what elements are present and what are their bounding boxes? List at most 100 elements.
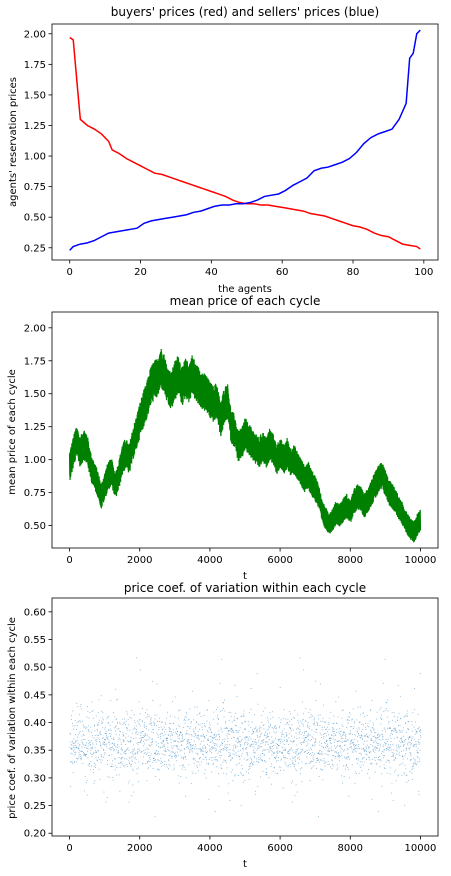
chart-3-point	[224, 744, 226, 746]
chart-3-point	[76, 728, 77, 730]
chart-3-point	[128, 780, 130, 782]
chart-3-point	[81, 708, 83, 710]
chart-3-point	[283, 728, 285, 730]
chart-3-point	[239, 744, 241, 746]
chart-3-point	[390, 744, 391, 746]
chart-3-point	[305, 720, 307, 722]
chart-3-point	[229, 730, 231, 732]
chart-3-point	[210, 746, 212, 748]
chart-3-point	[258, 728, 260, 730]
chart-3-point	[349, 713, 351, 715]
chart-3-point	[108, 754, 110, 756]
chart-3-point	[209, 724, 211, 726]
chart-2-frame	[51, 311, 439, 549]
chart-3-point	[137, 749, 139, 751]
chart-3-point	[219, 755, 221, 756]
chart-3-point	[93, 762, 95, 764]
chart-3-point	[404, 773, 406, 775]
chart-3-point	[107, 721, 109, 723]
chart-3-point	[93, 751, 95, 753]
chart-3-point	[250, 708, 252, 710]
chart-3-point	[242, 768, 244, 770]
chart-3-point	[331, 734, 333, 736]
chart-3-point	[365, 723, 366, 724]
chart-3-point	[298, 752, 300, 754]
chart-3-point	[99, 719, 100, 721]
chart-3-point	[197, 752, 199, 754]
chart-3-point	[409, 736, 411, 738]
chart-3-point	[328, 747, 330, 749]
chart-3-point	[316, 758, 318, 759]
chart-3-point	[70, 741, 72, 743]
chart-3-point	[292, 762, 294, 764]
chart-3-point	[307, 743, 309, 745]
chart-3-point	[263, 741, 265, 743]
chart-3-point	[333, 715, 335, 717]
chart-3-point	[166, 717, 167, 719]
chart-3-point	[353, 743, 355, 745]
chart-3-point	[339, 756, 341, 757]
chart-3-point	[261, 759, 262, 761]
chart-3-point	[122, 739, 124, 741]
chart-3-point	[385, 709, 387, 711]
chart-3-point	[212, 757, 214, 759]
chart-2-x-tick-label: 0	[66, 555, 72, 566]
chart-3-point	[213, 747, 215, 749]
chart-3-point	[376, 738, 378, 740]
chart-3-point	[257, 741, 259, 743]
chart-3-point	[214, 744, 215, 746]
chart-3-point	[357, 740, 359, 742]
chart-3-point	[182, 765, 184, 767]
chart-3-point	[383, 727, 385, 729]
chart-3-point	[120, 758, 122, 760]
chart-3-point	[106, 763, 108, 765]
chart-3-point	[281, 752, 283, 754]
chart-3-point	[139, 750, 140, 751]
chart-3-point	[150, 722, 152, 724]
chart-3-point	[213, 711, 215, 713]
chart-3-point	[320, 759, 322, 761]
chart-3-point	[276, 746, 278, 748]
chart-3-point	[244, 737, 246, 739]
chart-3-point	[135, 733, 137, 735]
chart-3-point	[240, 804, 242, 806]
chart-3-point	[419, 729, 421, 731]
chart-3-point	[169, 723, 171, 724]
chart-1-x-tick-label: 20	[134, 267, 147, 278]
chart-3-point	[87, 745, 89, 747]
chart-3-point	[409, 759, 411, 761]
chart-3-point	[351, 726, 353, 728]
chart-3-point	[177, 746, 179, 748]
chart-3-point	[102, 717, 103, 719]
chart-3-point	[193, 728, 195, 730]
chart-3-point	[264, 760, 266, 762]
chart-3-point	[207, 739, 209, 740]
chart-3-point	[70, 747, 72, 749]
chart-3-point	[73, 762, 75, 764]
chart-3-point	[149, 737, 151, 739]
chart-3-point	[300, 744, 302, 746]
chart-3-point	[183, 767, 185, 769]
chart-3-point	[141, 750, 143, 752]
chart-3-point	[237, 750, 239, 752]
chart-3-point	[393, 759, 395, 761]
chart-3-point	[73, 743, 75, 744]
chart-3-point	[338, 745, 340, 747]
chart-3-point	[365, 750, 367, 752]
chart-3-point	[393, 752, 395, 754]
chart-3-point	[98, 756, 99, 758]
chart-3-point	[87, 764, 89, 766]
chart-3-point	[388, 727, 390, 729]
chart-3-point	[141, 763, 143, 765]
chart-3-point	[396, 731, 398, 733]
chart-3-point	[338, 740, 340, 742]
chart-3-point	[253, 752, 255, 754]
chart-3-point	[135, 752, 137, 754]
chart-3-point	[347, 753, 349, 754]
chart-3-point	[303, 742, 305, 743]
chart-3-point	[324, 742, 325, 744]
chart-3-point	[189, 749, 191, 751]
chart-3-point	[293, 764, 295, 766]
chart-3-point	[252, 764, 254, 766]
chart-3-point	[221, 768, 223, 770]
